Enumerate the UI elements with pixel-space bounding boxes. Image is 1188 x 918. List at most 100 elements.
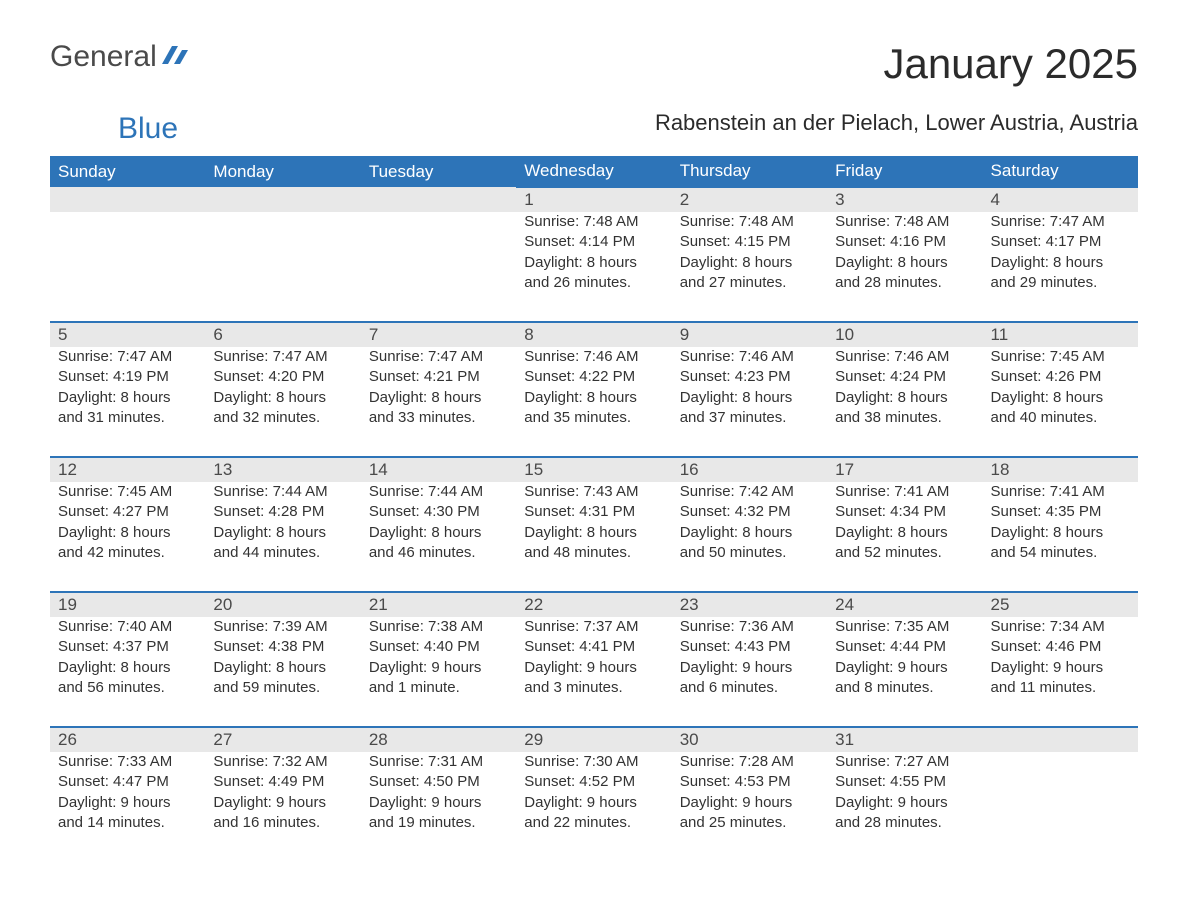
day-info-cell: Sunrise: 7:43 AMSunset: 4:31 PMDaylight:… xyxy=(516,482,671,592)
daylight-line-1: Daylight: 8 hours xyxy=(991,523,1130,543)
day-number-row: 262728293031 xyxy=(50,727,1138,752)
day-info-cell: Sunrise: 7:46 AMSunset: 4:23 PMDaylight:… xyxy=(672,347,827,457)
day-number-cell: 29 xyxy=(516,727,671,752)
month-title: January 2025 xyxy=(655,40,1138,88)
daylight-line-2: and 28 minutes. xyxy=(835,813,974,833)
sunrise-line: Sunrise: 7:34 AM xyxy=(991,617,1130,637)
sunrise-line: Sunrise: 7:30 AM xyxy=(524,752,663,772)
day-info-cell: Sunrise: 7:44 AMSunset: 4:28 PMDaylight:… xyxy=(205,482,360,592)
sunrise-line: Sunrise: 7:47 AM xyxy=(369,347,508,367)
daylight-line-2: and 56 minutes. xyxy=(58,678,197,698)
daylight-line-1: Daylight: 8 hours xyxy=(524,253,663,273)
day-number-cell xyxy=(205,187,360,212)
day-info-cell: Sunrise: 7:27 AMSunset: 4:55 PMDaylight:… xyxy=(827,752,982,861)
sunset-line: Sunset: 4:53 PM xyxy=(680,772,819,792)
day-info-cell: Sunrise: 7:48 AMSunset: 4:16 PMDaylight:… xyxy=(827,212,982,322)
sunrise-line: Sunrise: 7:46 AM xyxy=(680,347,819,367)
daylight-line-2: and 40 minutes. xyxy=(991,408,1130,428)
daylight-line-2: and 33 minutes. xyxy=(369,408,508,428)
calendar-table: SundayMondayTuesdayWednesdayThursdayFrid… xyxy=(50,156,1138,861)
sunrise-line: Sunrise: 7:41 AM xyxy=(835,482,974,502)
sunset-line: Sunset: 4:26 PM xyxy=(991,367,1130,387)
sunset-line: Sunset: 4:24 PM xyxy=(835,367,974,387)
weekday-header-row: SundayMondayTuesdayWednesdayThursdayFrid… xyxy=(50,156,1138,187)
daylight-line-2: and 22 minutes. xyxy=(524,813,663,833)
daylight-line-2: and 6 minutes. xyxy=(680,678,819,698)
day-info-cell: Sunrise: 7:36 AMSunset: 4:43 PMDaylight:… xyxy=(672,617,827,727)
day-info-cell: Sunrise: 7:46 AMSunset: 4:24 PMDaylight:… xyxy=(827,347,982,457)
logo-text-general: General xyxy=(50,40,157,74)
day-info-cell: Sunrise: 7:48 AMSunset: 4:14 PMDaylight:… xyxy=(516,212,671,322)
weekday-header: Sunday xyxy=(50,156,205,187)
sunset-line: Sunset: 4:52 PM xyxy=(524,772,663,792)
daylight-line-2: and 44 minutes. xyxy=(213,543,352,563)
day-number-cell: 3 xyxy=(827,187,982,212)
sunset-line: Sunset: 4:32 PM xyxy=(680,502,819,522)
daylight-line-1: Daylight: 8 hours xyxy=(213,658,352,678)
daylight-line-2: and 16 minutes. xyxy=(213,813,352,833)
day-info-cell: Sunrise: 7:33 AMSunset: 4:47 PMDaylight:… xyxy=(50,752,205,861)
sunset-line: Sunset: 4:31 PM xyxy=(524,502,663,522)
weekday-header: Thursday xyxy=(672,156,827,187)
daylight-line-1: Daylight: 8 hours xyxy=(213,388,352,408)
sunrise-line: Sunrise: 7:48 AM xyxy=(524,212,663,232)
day-number-cell: 14 xyxy=(361,457,516,482)
day-info-row: Sunrise: 7:45 AMSunset: 4:27 PMDaylight:… xyxy=(50,482,1138,592)
sunrise-line: Sunrise: 7:44 AM xyxy=(369,482,508,502)
daylight-line-2: and 50 minutes. xyxy=(680,543,819,563)
title-block: January 2025 Rabenstein an der Pielach, … xyxy=(655,40,1138,136)
day-number-cell: 16 xyxy=(672,457,827,482)
daylight-line-2: and 59 minutes. xyxy=(213,678,352,698)
day-number-row: 12131415161718 xyxy=(50,457,1138,482)
daylight-line-2: and 3 minutes. xyxy=(524,678,663,698)
day-info-cell xyxy=(205,212,360,322)
sunrise-line: Sunrise: 7:46 AM xyxy=(835,347,974,367)
daylight-line-1: Daylight: 9 hours xyxy=(680,658,819,678)
daylight-line-1: Daylight: 8 hours xyxy=(991,388,1130,408)
sunset-line: Sunset: 4:35 PM xyxy=(991,502,1130,522)
day-info-cell: Sunrise: 7:31 AMSunset: 4:50 PMDaylight:… xyxy=(361,752,516,861)
daylight-line-2: and 31 minutes. xyxy=(58,408,197,428)
day-info-row: Sunrise: 7:40 AMSunset: 4:37 PMDaylight:… xyxy=(50,617,1138,727)
daylight-line-1: Daylight: 8 hours xyxy=(835,388,974,408)
day-number-cell: 7 xyxy=(361,322,516,347)
day-info-cell: Sunrise: 7:40 AMSunset: 4:37 PMDaylight:… xyxy=(50,617,205,727)
daylight-line-1: Daylight: 8 hours xyxy=(58,658,197,678)
sunrise-line: Sunrise: 7:45 AM xyxy=(991,347,1130,367)
day-info-row: Sunrise: 7:47 AMSunset: 4:19 PMDaylight:… xyxy=(50,347,1138,457)
daylight-line-2: and 28 minutes. xyxy=(835,273,974,293)
sunrise-line: Sunrise: 7:47 AM xyxy=(213,347,352,367)
day-number-cell: 8 xyxy=(516,322,671,347)
sunrise-line: Sunrise: 7:37 AM xyxy=(524,617,663,637)
daylight-line-2: and 29 minutes. xyxy=(991,273,1130,293)
day-info-cell: Sunrise: 7:48 AMSunset: 4:15 PMDaylight:… xyxy=(672,212,827,322)
day-number-cell: 13 xyxy=(205,457,360,482)
daylight-line-1: Daylight: 9 hours xyxy=(369,793,508,813)
sunrise-line: Sunrise: 7:43 AM xyxy=(524,482,663,502)
sunset-line: Sunset: 4:49 PM xyxy=(213,772,352,792)
day-number-cell: 24 xyxy=(827,592,982,617)
day-number-cell xyxy=(983,727,1138,752)
logo-text-blue: Blue xyxy=(118,112,178,146)
weekday-header: Wednesday xyxy=(516,156,671,187)
sunset-line: Sunset: 4:14 PM xyxy=(524,232,663,252)
daylight-line-1: Daylight: 8 hours xyxy=(680,388,819,408)
day-number-cell: 31 xyxy=(827,727,982,752)
day-info-cell: Sunrise: 7:41 AMSunset: 4:35 PMDaylight:… xyxy=(983,482,1138,592)
daylight-line-1: Daylight: 8 hours xyxy=(680,253,819,273)
daylight-line-2: and 46 minutes. xyxy=(369,543,508,563)
daylight-line-2: and 48 minutes. xyxy=(524,543,663,563)
day-info-cell: Sunrise: 7:38 AMSunset: 4:40 PMDaylight:… xyxy=(361,617,516,727)
day-info-cell: Sunrise: 7:46 AMSunset: 4:22 PMDaylight:… xyxy=(516,347,671,457)
day-number-cell: 23 xyxy=(672,592,827,617)
day-info-cell: Sunrise: 7:32 AMSunset: 4:49 PMDaylight:… xyxy=(205,752,360,861)
day-number-cell: 28 xyxy=(361,727,516,752)
daylight-line-1: Daylight: 9 hours xyxy=(835,658,974,678)
day-number-cell: 26 xyxy=(50,727,205,752)
sunset-line: Sunset: 4:30 PM xyxy=(369,502,508,522)
day-number-cell: 22 xyxy=(516,592,671,617)
day-info-cell: Sunrise: 7:35 AMSunset: 4:44 PMDaylight:… xyxy=(827,617,982,727)
daylight-line-1: Daylight: 8 hours xyxy=(369,388,508,408)
sunrise-line: Sunrise: 7:40 AM xyxy=(58,617,197,637)
daylight-line-1: Daylight: 8 hours xyxy=(524,388,663,408)
